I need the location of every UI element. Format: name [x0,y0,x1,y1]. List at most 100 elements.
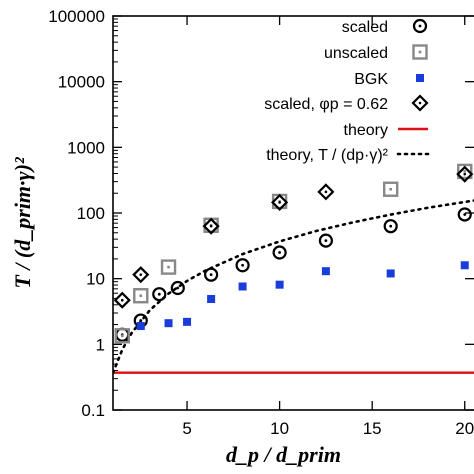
data-point-series-3 [202,217,220,235]
circle-marker-dot [463,213,467,216]
data-point-series-1 [160,259,177,275]
legend-symbol [416,74,424,82]
data-point-series-3 [132,266,150,284]
circle-marker-dot [209,273,213,277]
legend-label: theory [344,122,388,139]
x-tick-label: 15 [363,419,382,438]
square-marker-outline [114,328,130,344]
legend-label: theory, T / (dp·γ)² [266,147,388,164]
y-axis-title: T / (d_prim·γ)² [10,157,35,289]
square-marker-dot [418,50,422,54]
circle-marker-ring [235,258,250,273]
y-tick-label: 100 [77,204,105,223]
circle-marker-ring [152,287,167,302]
diamond-marker-outline [113,291,131,309]
square-marker-outline [412,44,428,60]
circle-marker-dot [139,319,143,322]
square-marker-outline [382,181,399,197]
square-marker-outline [133,288,149,304]
circle-marker-dot [176,286,180,290]
data-point-series-1 [457,163,473,180]
legend-label: scaled [342,19,388,36]
data-point-series-0 [383,219,398,234]
series-line-5 [113,199,474,375]
circle-marker-dot [418,24,422,28]
diamond-marker-outline [317,183,335,201]
data-point-series-2 [386,269,395,278]
diamond-marker-dot [418,101,422,105]
square-marker-dot [139,294,143,298]
circle-marker-dot [324,239,328,242]
data-point-series-2 [183,317,192,326]
diamond-marker-outline [456,165,474,183]
circle-marker-dot [241,263,244,267]
diamond-marker-dot [209,224,213,228]
data-point-series-3 [271,193,289,211]
data-point-series-3 [317,183,335,201]
circle-marker-ring [457,207,472,222]
square-marker-outline [160,259,177,275]
circle-marker-dot [157,292,161,296]
square-marker-dot [463,170,467,173]
data-point-series-0 [457,207,472,222]
data-point-series-0 [272,245,287,260]
diamond-marker-outline [271,193,289,211]
data-point-series-1 [114,328,130,344]
circle-marker-dot [278,251,282,254]
y-tick-label: 1 [96,335,105,354]
circle-marker-ring [272,245,287,260]
circle-marker-ring [318,233,333,248]
y-tick-label: 100000 [48,7,105,26]
circle-marker-ring [204,267,219,282]
y-tick-label: 10000 [58,73,105,92]
square-marker-outline [457,163,473,180]
legend-symbol [412,44,428,60]
data-point-series-3 [113,291,131,309]
legend-label: BGK [354,71,388,88]
legend-label: scaled, φp = 0.62 [264,96,388,113]
diamond-marker-outline [202,217,220,235]
diamond-marker-dot [324,190,328,194]
data-point-series-2 [164,319,173,328]
data-point-series-2 [238,282,247,291]
data-point-series-2 [275,280,284,289]
diamond-marker-outline [411,94,429,112]
square-marker-dot [389,187,392,191]
y-tick-label: 0.1 [81,401,105,420]
x-tick-label: 20 [455,419,474,438]
diamond-marker-dot [278,201,281,204]
data-point-series-0 [204,267,219,282]
y-tick-label: 10 [86,270,105,289]
diamond-marker-dot [120,298,124,302]
plot-frame [112,15,474,411]
axes: 0.1 1 10 100 1000 10000 100000 5 10 15 20 [48,7,474,438]
circle-marker-dot [389,224,393,228]
circle-marker-ring [412,18,428,34]
diamond-marker-dot [463,172,467,176]
x-axis-title: d_p / d_prim [226,442,341,467]
data-point-series-2 [460,261,469,270]
data-point-series-1 [133,288,149,304]
data-point-series-0 [170,280,185,296]
square-marker-dot [167,265,170,269]
y-tick-label: 1000 [67,138,105,157]
square-marker-dot [120,334,124,338]
data-point-series-0 [318,233,333,248]
data-point-series-2 [136,322,145,331]
x-tick-label: 10 [270,419,289,438]
legend-label: unscaled [324,45,388,62]
data-point-series-1 [382,181,399,197]
diamond-marker-dot [139,273,143,276]
x-tick-label: 5 [182,419,191,438]
data-point-series-2 [321,267,330,276]
data-point-series-0 [152,287,167,302]
legend-symbol [412,18,428,34]
data-point-series-3 [456,165,474,183]
axis-titles: T / (d_prim·γ)² d_p / d_prim [10,157,341,467]
data-point-series-0 [235,258,250,273]
legend-symbol [411,94,429,112]
circle-marker-ring [170,280,185,296]
legend: scaled unscaled BGK scaled, φp = 0.62 theory… [264,18,430,164]
